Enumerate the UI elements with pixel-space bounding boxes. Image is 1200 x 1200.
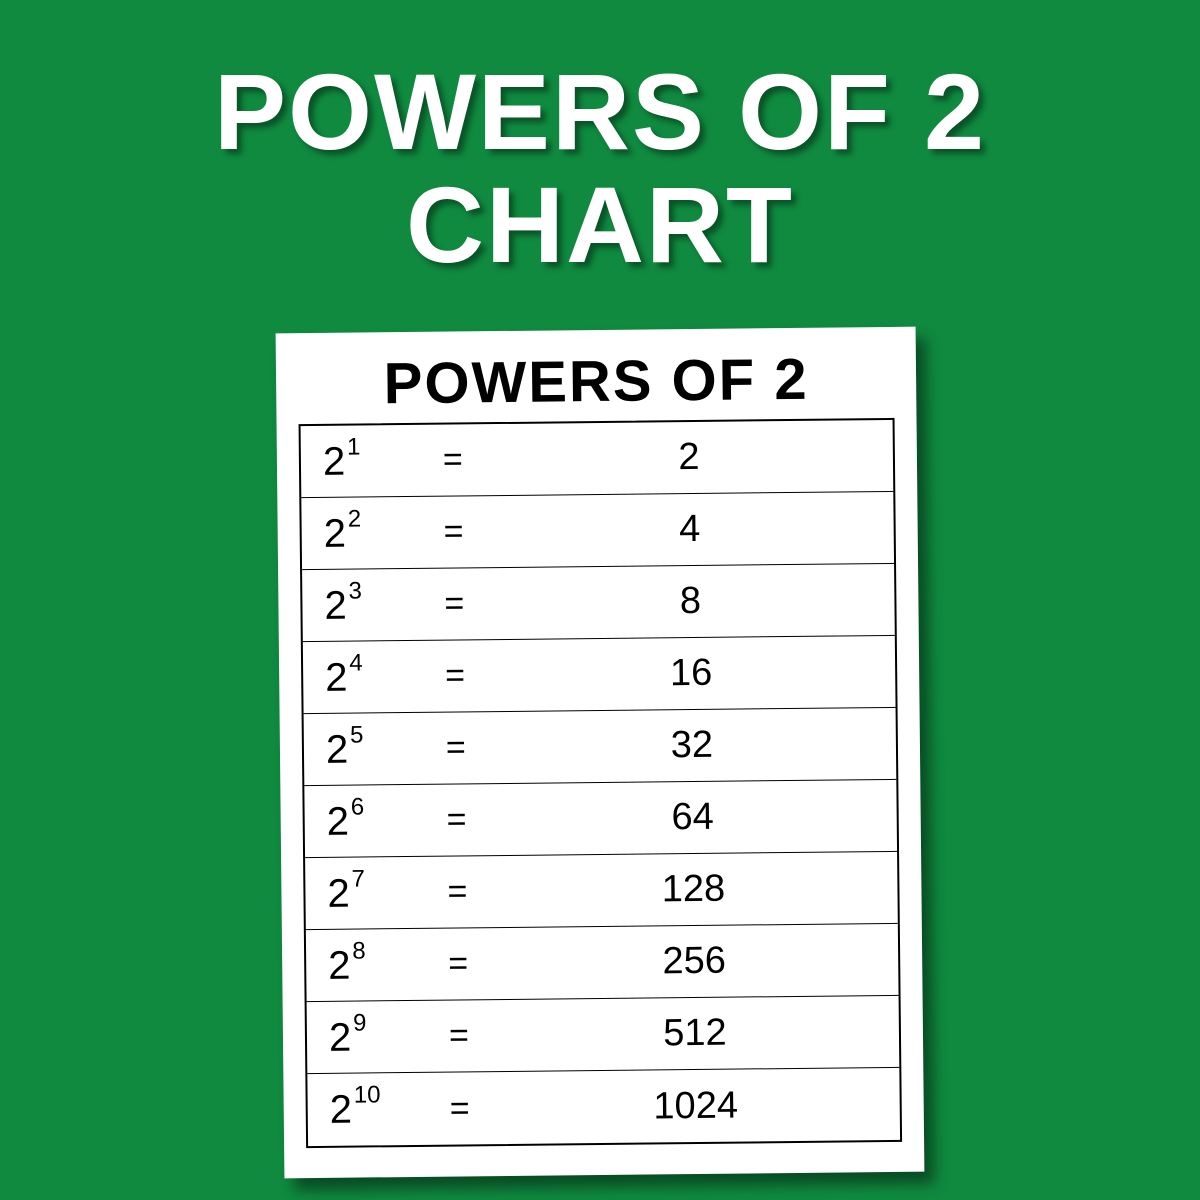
result-value: 32 — [506, 722, 878, 769]
exponent-value: 7 — [351, 867, 365, 891]
table-row: 2 10 = 1024 — [307, 1068, 900, 1146]
power-cell: 2 1 — [323, 440, 443, 481]
exponent-value: 6 — [351, 795, 365, 819]
equals-sign: = — [445, 656, 505, 696]
base-value: 2 — [327, 873, 350, 913]
power-cell: 2 3 — [324, 584, 444, 625]
base-value: 2 — [328, 945, 351, 985]
equals-sign: = — [443, 512, 503, 552]
power-cell: 2 6 — [326, 800, 446, 841]
equals-sign: = — [447, 872, 507, 912]
base-value: 2 — [323, 513, 346, 553]
card-title: POWERS OF 2 — [298, 345, 895, 418]
result-value: 256 — [508, 938, 880, 985]
exponent-value: 9 — [353, 1011, 367, 1035]
equals-sign: = — [446, 800, 506, 840]
power-cell: 2 7 — [327, 872, 447, 913]
base-value: 2 — [330, 1090, 353, 1130]
table-row: 2 5 = 32 — [304, 708, 897, 786]
base-value: 2 — [326, 729, 349, 769]
base-value: 2 — [329, 1017, 352, 1057]
table-row: 2 2 = 4 — [301, 492, 894, 570]
table-row: 2 8 = 256 — [306, 924, 899, 1002]
result-value: 128 — [507, 866, 879, 913]
exponent-value: 3 — [348, 579, 362, 603]
result-value: 64 — [506, 794, 878, 841]
table-row: 2 9 = 512 — [307, 996, 900, 1074]
exponent-value: 2 — [348, 507, 362, 531]
result-value: 2 — [503, 434, 875, 481]
chart-card: POWERS OF 2 2 1 = 2 2 2 = 4 2 3 = 8 — [276, 327, 925, 1179]
exponent-value: 1 — [347, 435, 361, 459]
power-cell: 2 4 — [325, 656, 445, 697]
power-cell: 2 10 — [330, 1089, 450, 1130]
base-value: 2 — [326, 801, 349, 841]
page-title: POWERS OF 2 CHART — [0, 0, 1200, 282]
equals-sign: = — [446, 728, 506, 768]
exponent-value: 8 — [352, 939, 366, 963]
result-value: 4 — [503, 506, 875, 553]
equals-sign: = — [443, 440, 503, 480]
table-row: 2 1 = 2 — [301, 420, 894, 498]
result-value: 1024 — [509, 1083, 881, 1130]
base-value: 2 — [324, 585, 347, 625]
result-value: 16 — [505, 650, 877, 697]
exponent-value: 10 — [354, 1083, 381, 1107]
power-cell: 2 2 — [323, 512, 443, 553]
result-value: 8 — [504, 578, 876, 625]
table-row: 2 7 = 128 — [305, 852, 898, 930]
equals-sign: = — [450, 1088, 510, 1128]
power-cell: 2 5 — [326, 728, 446, 769]
table-row: 2 4 = 16 — [303, 636, 896, 714]
page-title-line2: CHART — [0, 168, 1200, 281]
equals-sign: = — [448, 944, 508, 984]
equals-sign: = — [444, 584, 504, 624]
base-value: 2 — [323, 441, 346, 481]
power-cell: 2 9 — [329, 1016, 449, 1057]
result-value: 512 — [509, 1010, 881, 1057]
equals-sign: = — [449, 1016, 509, 1056]
exponent-value: 5 — [350, 723, 364, 747]
base-value: 2 — [325, 657, 348, 697]
powers-table: 2 1 = 2 2 2 = 4 2 3 = 8 2 4 — [299, 418, 903, 1148]
table-row: 2 6 = 64 — [304, 780, 897, 858]
power-cell: 2 8 — [328, 944, 448, 985]
table-row: 2 3 = 8 — [302, 564, 895, 642]
exponent-value: 4 — [349, 651, 363, 675]
page-title-line1: POWERS OF 2 — [0, 55, 1200, 168]
